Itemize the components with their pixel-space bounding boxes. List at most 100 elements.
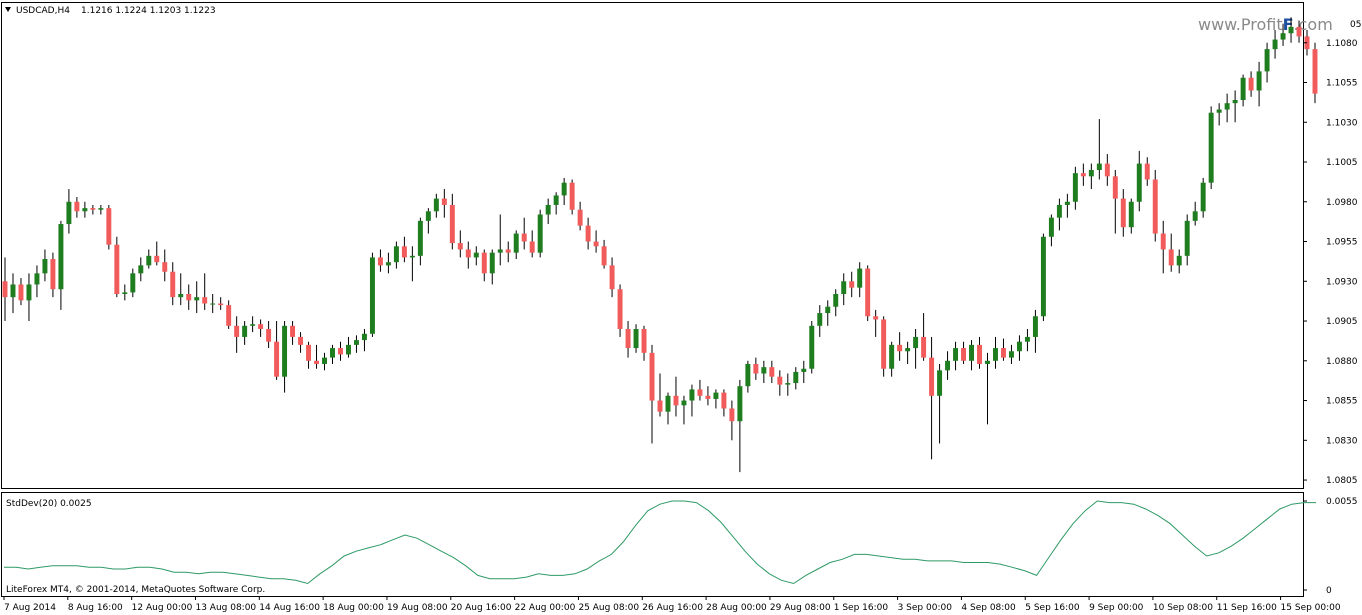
time-tick-label: 3 Sep 00:00 xyxy=(898,603,953,613)
candle xyxy=(1040,233,1046,322)
candle xyxy=(1104,154,1110,186)
candle-body-bull xyxy=(841,281,847,294)
candle-body-bear xyxy=(481,252,487,274)
candle-body-bull xyxy=(98,208,104,210)
candle xyxy=(1272,30,1278,59)
time-tick-label: 8 Aug 16:00 xyxy=(68,603,123,613)
candle-body-bull xyxy=(1088,169,1094,177)
candle xyxy=(242,321,248,345)
candle-body-bear xyxy=(769,367,775,377)
candle xyxy=(146,249,152,269)
candle xyxy=(218,297,224,310)
candle-body-bull xyxy=(1016,341,1022,352)
candle-body-bear xyxy=(729,408,735,422)
time-tick-label: 14 Aug 16:00 xyxy=(259,603,320,613)
candle-body-bull xyxy=(194,297,200,301)
candle xyxy=(665,392,671,425)
candle xyxy=(577,201,583,231)
candle xyxy=(537,209,543,258)
candle xyxy=(1232,90,1238,123)
candle-body-bear xyxy=(114,244,120,294)
candle-body-bear xyxy=(18,284,24,301)
candle-body-bear xyxy=(569,182,575,210)
candle-body-bear xyxy=(1312,49,1318,94)
price-tick-label: 1.0855 xyxy=(1326,397,1358,407)
candle-body-bear xyxy=(218,303,224,306)
candle-body-bull xyxy=(905,348,911,352)
price-tick-label: 1.1005 xyxy=(1326,158,1358,168)
candle xyxy=(1064,193,1070,218)
candle-body-bull xyxy=(1040,236,1046,317)
candle-body-bull xyxy=(146,255,152,266)
candle xyxy=(1024,328,1030,352)
candle xyxy=(1304,30,1310,56)
candle-body-bull xyxy=(561,182,567,196)
candle-body-bear xyxy=(314,360,320,364)
candle-body-bear xyxy=(721,392,727,409)
candle-body-bull xyxy=(633,328,639,349)
time-tick-label: 15 Sep 00:00 xyxy=(1281,603,1341,613)
candle xyxy=(345,336,351,358)
candle xyxy=(497,214,503,266)
stddev-line xyxy=(4,500,1316,585)
candle xyxy=(409,246,415,282)
price-tick-label: 1.1030 xyxy=(1326,118,1358,128)
candle-body-bull xyxy=(1056,204,1062,218)
candle xyxy=(937,363,943,444)
candle xyxy=(1016,335,1022,361)
symbol-label: USDCAD,H4 xyxy=(16,6,70,16)
candle-body-bear xyxy=(186,294,192,301)
candle xyxy=(1080,163,1086,186)
candle xyxy=(673,376,679,417)
candle xyxy=(569,179,575,215)
candle-body-bull xyxy=(801,368,807,372)
candle-body-bull xyxy=(1136,163,1142,202)
time-tick-label: 22 Aug 00:00 xyxy=(515,603,576,613)
price-tick-label: 1.0830 xyxy=(1326,436,1358,446)
candle-body-bear xyxy=(873,316,879,320)
candle xyxy=(1136,150,1142,212)
time-tick-label: 19 Aug 08:00 xyxy=(387,603,448,613)
candle-body-bull xyxy=(1184,220,1190,256)
candle xyxy=(1312,42,1318,104)
candle-body-bull xyxy=(1072,173,1078,202)
candle xyxy=(1216,103,1222,126)
candle-body-bear xyxy=(449,204,455,244)
candle xyxy=(138,257,144,282)
indicator-title: StdDev(20) 0.0025 xyxy=(6,499,92,509)
time-tick-label: 5 Sep 16:00 xyxy=(1025,603,1080,613)
candle-body-bull xyxy=(1208,112,1214,183)
candle xyxy=(226,300,232,329)
candle xyxy=(178,273,184,306)
candle-body-bear xyxy=(266,328,272,342)
candle-body-bull xyxy=(489,252,495,274)
candle-body-bear xyxy=(505,249,511,253)
candle-body-bull xyxy=(1096,163,1102,170)
ohlc-readout: 1.1216 1.1224 1.1203 1.1223 xyxy=(81,6,216,16)
candle-body-bear xyxy=(465,249,471,258)
candle-body-bull xyxy=(1192,211,1198,221)
candle xyxy=(1168,233,1174,272)
candle xyxy=(801,360,807,384)
candle xyxy=(729,400,735,441)
symbol-dropdown-icon[interactable] xyxy=(5,7,11,12)
candle-body-bull xyxy=(785,383,791,385)
candle xyxy=(441,189,447,218)
candle-body-bear xyxy=(74,201,80,212)
candle xyxy=(905,341,911,364)
candle xyxy=(353,335,359,353)
candle-body-bear xyxy=(338,348,343,355)
candle-body-bear xyxy=(617,289,623,329)
candle-body-bull xyxy=(66,201,72,225)
candle xyxy=(985,352,990,425)
candle-body-bull xyxy=(945,360,951,371)
candle xyxy=(1280,23,1286,46)
candle-body-bear xyxy=(641,328,647,353)
candle-body-bull xyxy=(745,363,751,387)
price-tick-label: 1.0955 xyxy=(1326,238,1358,248)
time-axis: 7 Aug 2014 8 Aug 16:00 12 Aug 00:00 13 Aug … xyxy=(3,596,1341,613)
indicator-axis: 0.0055 0 xyxy=(1303,497,1358,596)
price-tick-label: 1.1055 xyxy=(1326,79,1358,89)
candle-body-bull xyxy=(58,224,64,290)
